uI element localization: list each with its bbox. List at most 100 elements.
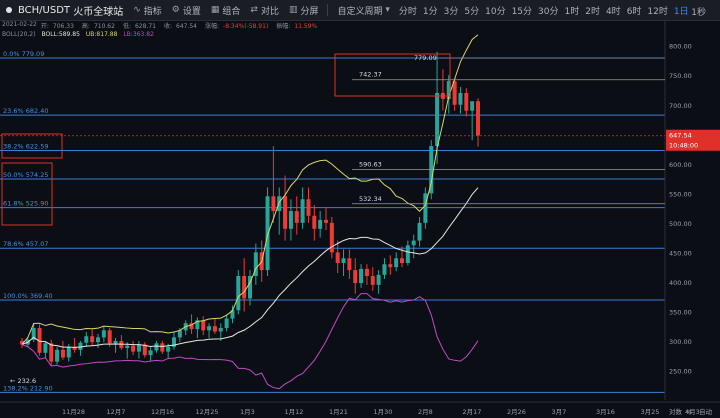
candle-body-23 xyxy=(154,343,159,351)
candle-body-61 xyxy=(376,274,381,285)
chart-toolbar: BCH/USDT 火币全球站 ∿ 指标 ⚙ 设置 ▦ 组合 ⇄ 对比 ▥ 分屏 自定义周期… xyxy=(0,0,720,21)
candle-body-18 xyxy=(125,345,130,349)
symbol-name: BCH/USDT xyxy=(18,4,71,16)
info-change: 涨幅: -8.34%(-58.91) xyxy=(205,23,269,30)
candle-body-64 xyxy=(394,258,399,268)
timeframe-1s[interactable]: 1秒 xyxy=(691,8,706,18)
date-tick-4: 1月3 xyxy=(240,408,255,416)
symbol-selector[interactable]: BCH/USDT 火币全球站 xyxy=(6,3,123,18)
timeframe-11[interactable]: 12时 xyxy=(647,6,668,17)
candle-body-15 xyxy=(107,330,112,344)
indicators-button[interactable]: ∿ 指标 xyxy=(133,5,162,17)
timeframe-6[interactable]: 30分 xyxy=(538,6,559,17)
compare-button[interactable]: ⇄ 对比 xyxy=(250,5,279,17)
price-tick-9: 350.00 xyxy=(669,308,692,316)
log-toggle: 对数 xyxy=(669,407,683,416)
info-close: 收: 647.54 xyxy=(163,23,197,30)
candle-body-2 xyxy=(31,327,36,340)
price-tick-4: 600.00 xyxy=(669,161,692,169)
info-high: 高: 710.62 xyxy=(81,23,115,30)
timeframe-0[interactable]: 分时 xyxy=(398,6,417,17)
candle-body-52 xyxy=(324,219,328,223)
chevron-down-icon: ▾ xyxy=(382,5,390,15)
candle-body-66 xyxy=(405,245,410,264)
candle-body-75 xyxy=(458,92,463,105)
candle-body-0 xyxy=(20,340,24,345)
boll-info: BOLL(20,2) BOLL:589.85 UB:817.88 LB:363.… xyxy=(2,31,160,41)
highlight-box-top xyxy=(334,53,451,97)
timeframe-8[interactable]: 2时 xyxy=(585,6,600,17)
date-tick-11: 3月7 xyxy=(552,408,567,416)
candle-body-34 xyxy=(218,327,223,332)
date-tick-9: 2月17 xyxy=(463,408,482,416)
fib-label-1: 23.6% 682.40 xyxy=(3,107,48,115)
candle-body-9 xyxy=(72,346,77,350)
fib-label-2: 38.2% 622.59 xyxy=(3,142,48,150)
fib-label-0: 0.0% 779.09 xyxy=(3,50,44,58)
split-screen-button[interactable]: ▥ 分屏 xyxy=(288,5,319,17)
candle-body-50 xyxy=(312,215,317,229)
timeframe-12[interactable]: 1日 xyxy=(673,6,689,17)
candle-body-78 xyxy=(476,101,480,136)
price-tick-7: 450.00 xyxy=(669,249,692,257)
candle-body-8 xyxy=(66,346,71,358)
timeframe-3[interactable]: 5分 xyxy=(464,6,480,17)
candle-body-47 xyxy=(294,211,299,223)
combine-button[interactable]: ▦ 组合 xyxy=(210,5,241,17)
candle-body-29 xyxy=(189,323,194,330)
candle-body-7 xyxy=(60,349,65,358)
date-tick-14: 4月3 xyxy=(685,408,700,416)
date-tick-8: 2月8 xyxy=(418,408,433,416)
fib-label-4: 61.8% 525.90 xyxy=(3,200,48,208)
custom-period-button[interactable]: 自定义周期 ▾ xyxy=(337,5,390,17)
candle-body-16 xyxy=(113,340,118,344)
date-tick-10: 2月26 xyxy=(507,408,526,416)
timeframe-10[interactable]: 6时 xyxy=(626,6,642,17)
candle-body-32 xyxy=(207,326,212,331)
candle-body-33 xyxy=(212,326,217,332)
candle-body-27 xyxy=(177,330,182,338)
date-tick-0: 11月28 xyxy=(62,408,85,416)
candle-body-76 xyxy=(464,92,469,111)
toolbar-divider xyxy=(326,4,328,16)
candle-body-11 xyxy=(84,336,89,343)
date-tick-7: 1月30 xyxy=(374,408,393,416)
fib-label-6: 100.0% 369.40 xyxy=(3,292,53,300)
candle-body-57 xyxy=(353,270,358,284)
candle-body-26 xyxy=(172,337,176,347)
price-tick-1: 750.00 xyxy=(669,72,692,80)
candle-body-49 xyxy=(306,199,311,216)
ann-label-0: 779.09 xyxy=(414,54,437,62)
timeframe-7[interactable]: 1时 xyxy=(564,6,580,17)
timeframe-1[interactable]: 1分 xyxy=(422,6,438,17)
info-date: 2021-02-22 xyxy=(2,21,37,28)
candle-body-68 xyxy=(417,222,422,241)
candle-body-14 xyxy=(101,330,106,338)
timeframe-4[interactable]: 10分 xyxy=(485,6,506,17)
price-tick-0: 800.00 xyxy=(669,43,692,51)
timeframe-9[interactable]: 4时 xyxy=(605,6,621,17)
fib-label-3: 50.0% 574.25 xyxy=(3,171,48,179)
ohlc-info: 2021-02-22 开: 706.33 高: 710.62 低: 628.71 收:… xyxy=(2,21,325,31)
candle-body-45 xyxy=(283,196,288,229)
candle-body-36 xyxy=(230,310,235,319)
boll-ub: UB:817.88 xyxy=(85,31,118,38)
candle-body-21 xyxy=(142,344,147,356)
candle-body-42 xyxy=(265,196,270,271)
countdown-text: 10:48:00 xyxy=(669,142,698,150)
candle-body-63 xyxy=(388,264,393,268)
candle-body-58 xyxy=(359,268,364,284)
compare-icon: ⇄ xyxy=(250,5,258,15)
timeframe-5[interactable]: 15分 xyxy=(511,6,533,17)
gear-icon: ⚙ xyxy=(171,5,180,15)
timeframe-group: 分时 1分 3分 5分 10分 15分 30分 1时 2时 4时 6时 12时 1日 xyxy=(393,4,689,17)
candle-body-24 xyxy=(160,343,165,352)
price-tick-6: 500.00 xyxy=(669,220,692,228)
timeframe-2[interactable]: 3分 xyxy=(443,6,459,17)
candle-body-4 xyxy=(43,343,48,353)
candle-body-37 xyxy=(236,276,241,311)
candle-body-48 xyxy=(300,199,305,223)
settings-button[interactable]: ⚙ 设置 xyxy=(171,5,201,17)
candle-body-19 xyxy=(131,345,136,352)
